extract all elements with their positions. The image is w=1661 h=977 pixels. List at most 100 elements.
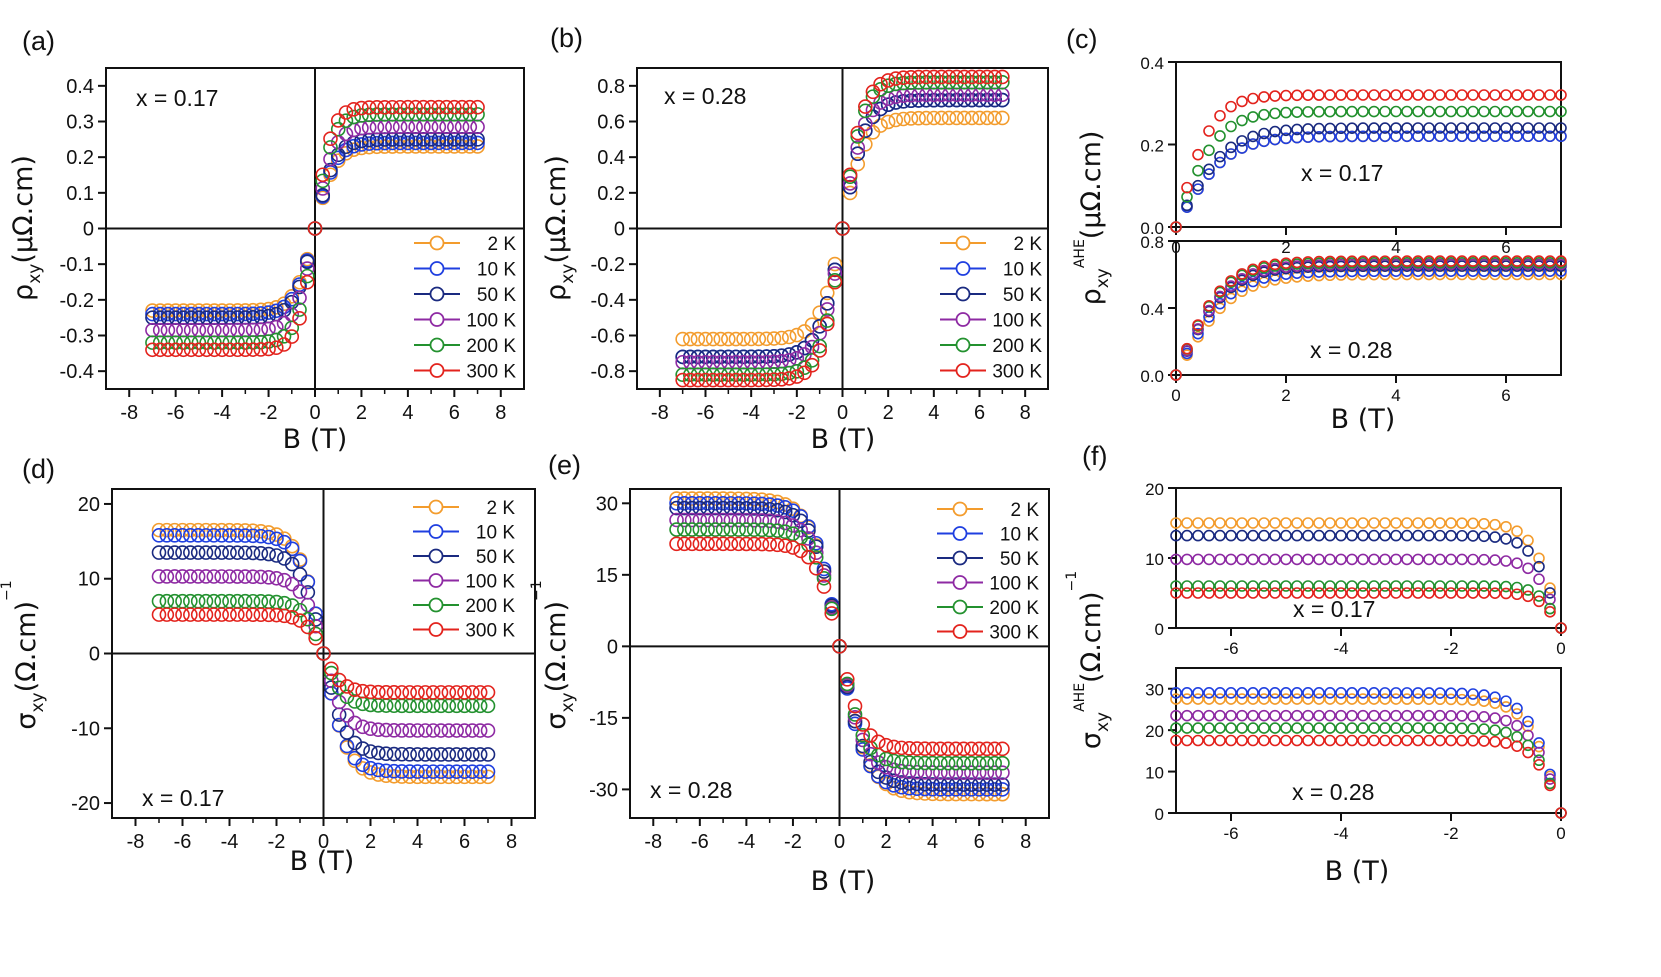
data-point (1489, 580, 1501, 593)
data-point (1445, 529, 1457, 542)
data-point (987, 782, 1002, 797)
data-point (439, 135, 454, 151)
data-point (987, 765, 1002, 781)
data-point (1258, 91, 1270, 103)
data-point (1247, 92, 1259, 105)
data-point (1445, 709, 1457, 722)
data-point (941, 74, 957, 90)
data-point (1214, 297, 1226, 310)
data-point (425, 698, 441, 714)
data-point (1489, 255, 1501, 267)
data-point (865, 84, 881, 100)
data-point (237, 607, 253, 622)
data-point (1368, 130, 1380, 143)
data-point (1500, 695, 1512, 707)
data-point (808, 545, 824, 561)
data-point (1401, 130, 1413, 143)
data-point (1412, 529, 1424, 542)
data-point (277, 608, 292, 624)
data-point (237, 593, 253, 609)
data-point (880, 97, 896, 113)
data-point (1467, 694, 1479, 706)
data-point (1247, 580, 1259, 592)
data-point (238, 342, 253, 358)
annotation-text: x = 0.28 (1292, 779, 1374, 805)
data-point (850, 125, 866, 141)
data-point (214, 569, 229, 584)
data-point (198, 522, 214, 538)
data-point (480, 698, 496, 714)
data-point (145, 322, 160, 338)
label-part: (Ω.cm) (11, 601, 42, 692)
data-point (1456, 105, 1468, 118)
data-point (392, 135, 408, 151)
data-point (746, 496, 762, 511)
data-point (723, 496, 739, 511)
data-point (1511, 719, 1523, 732)
data-point (1533, 105, 1545, 118)
data-point (797, 360, 812, 376)
data-point (677, 536, 692, 552)
data-point (347, 682, 363, 698)
data-point (1203, 304, 1215, 317)
data-point (858, 103, 873, 119)
data-point (1423, 122, 1435, 134)
legend-marker (955, 286, 971, 302)
data-point (284, 609, 300, 625)
data-point (425, 769, 441, 785)
data-point (284, 556, 300, 572)
data-point (705, 349, 721, 365)
data-point (206, 569, 222, 584)
data-point (739, 496, 754, 511)
x-tick-label: -2 (268, 831, 286, 853)
data-point (191, 322, 207, 338)
data-point (723, 522, 739, 537)
data-point (1434, 255, 1446, 267)
data-point (774, 371, 789, 387)
legend-marker (428, 622, 444, 637)
data-point (1324, 255, 1336, 268)
data-point (708, 522, 723, 537)
data-point (948, 755, 964, 771)
y-tick-label: 15 (596, 565, 618, 587)
data-point (268, 303, 284, 319)
data-point (230, 593, 245, 609)
data-point (206, 545, 222, 560)
data-point (728, 349, 744, 365)
data-point (925, 786, 940, 802)
data-point (827, 266, 843, 281)
data-point (222, 545, 237, 560)
data-point (222, 593, 237, 609)
legend-marker (955, 363, 971, 378)
label-part: σ (541, 713, 572, 730)
data-point (1291, 123, 1303, 136)
data-point (1467, 587, 1479, 599)
data-point (1390, 255, 1402, 267)
data-point (766, 331, 782, 346)
data-point (276, 315, 292, 331)
data-point (1456, 255, 1468, 267)
data-point (300, 619, 316, 635)
data-point (902, 755, 917, 770)
data-point (1544, 606, 1556, 618)
data-point (1346, 255, 1358, 268)
data-point (175, 569, 190, 584)
data-point (276, 328, 292, 344)
data-point (214, 593, 229, 609)
data-point (1423, 130, 1435, 143)
data-point (1225, 587, 1237, 599)
legend-label: 2 K (486, 498, 515, 519)
data-point (1500, 533, 1512, 545)
data-point (987, 786, 1002, 802)
data-point (230, 528, 245, 543)
data-point (1500, 701, 1512, 713)
data-point (1280, 587, 1292, 599)
data-point (677, 512, 692, 528)
annotation-text: x = 0.28 (1310, 337, 1392, 363)
data-point (1544, 768, 1556, 781)
data-point (1181, 553, 1193, 566)
data-point (190, 545, 206, 560)
data-point (355, 683, 370, 699)
x-tick-label: 8 (1020, 402, 1031, 424)
data-point (1379, 580, 1391, 592)
